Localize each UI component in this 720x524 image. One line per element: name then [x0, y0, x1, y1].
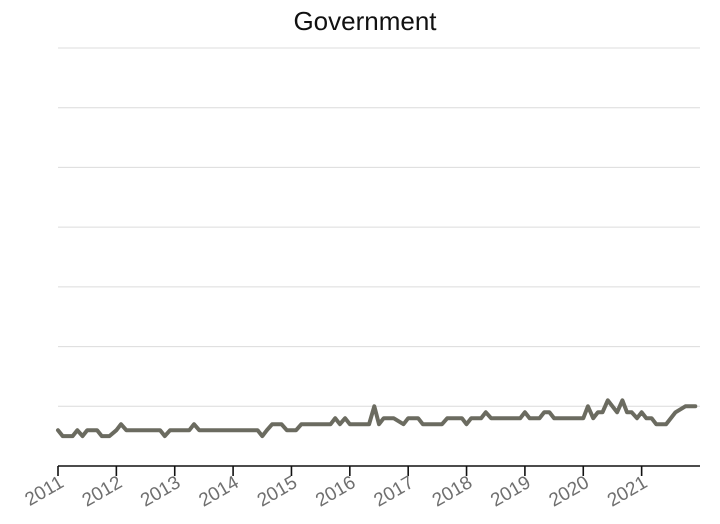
x-tick-label: 2015	[254, 472, 301, 511]
x-tick-label: 2018	[429, 472, 476, 511]
x-tick-label: 2019	[487, 472, 534, 511]
x-tick-label: 2012	[79, 472, 126, 511]
x-axis-tick-labels: 2011 2012 2013 2014 2015 2016 2017 2018 2019 2020…	[22, 472, 652, 512]
series-layer	[56, 398, 698, 439]
x-tick-label: 2016	[312, 472, 359, 511]
x-tick-label: 2021	[604, 472, 651, 511]
x-tick-label: 2014	[195, 472, 242, 512]
x-tick-label: 2011	[22, 472, 68, 511]
x-tick-label: 2013	[137, 472, 184, 511]
x-axis-ticks	[57, 466, 643, 476]
x-tick-label: 2017	[371, 472, 418, 511]
gridlines	[58, 47, 700, 407]
x-tick-label: 2020	[546, 472, 593, 511]
series-line	[56, 398, 698, 439]
chart-title: Government	[293, 6, 437, 36]
